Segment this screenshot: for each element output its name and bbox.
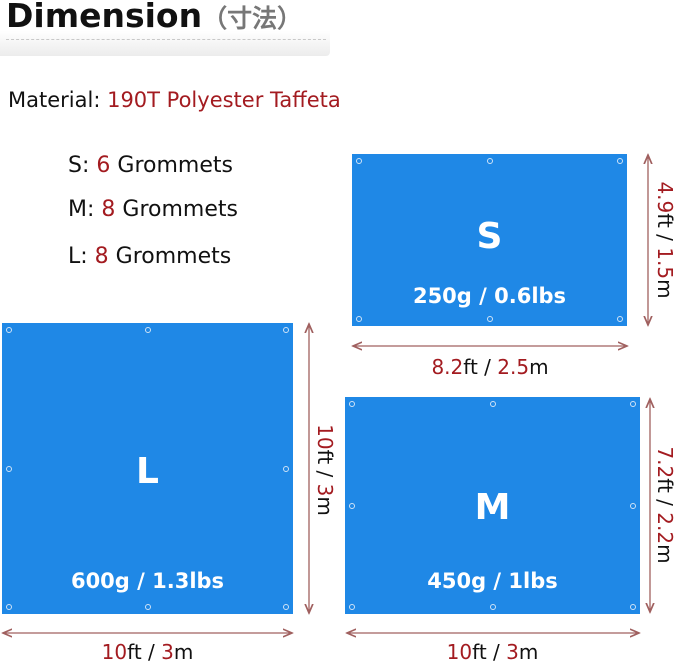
grommet-icon bbox=[630, 604, 636, 610]
tarp-m: M 450g / 1lbs bbox=[345, 397, 640, 614]
width-ft: 10 bbox=[101, 640, 128, 664]
grommet-icon bbox=[6, 604, 12, 610]
size-label: S: bbox=[68, 153, 90, 178]
size-label: L: bbox=[68, 244, 88, 269]
grommet-icon bbox=[630, 401, 636, 407]
height-ft: 7.2 bbox=[653, 446, 677, 479]
header-divider bbox=[6, 39, 326, 40]
l-width-label: 10ft / 3m bbox=[2, 640, 293, 664]
m: m bbox=[653, 279, 677, 299]
sep: / bbox=[486, 640, 507, 664]
height-m: 1.5 bbox=[653, 247, 677, 280]
grommet-icon bbox=[6, 465, 12, 472]
material-label: Material: bbox=[8, 88, 101, 112]
material-value: 190T Polyester Taffeta bbox=[107, 88, 341, 112]
sep: / bbox=[653, 227, 677, 248]
grommet-count: 8 bbox=[94, 244, 109, 269]
m: m bbox=[173, 640, 194, 664]
width-ft: 10 bbox=[446, 640, 473, 664]
grommet-icon bbox=[349, 502, 355, 509]
grommet-icon bbox=[6, 327, 12, 333]
grommet-text: Grommets bbox=[122, 197, 238, 222]
tarp-weight: 250g / 0.6lbs bbox=[412, 284, 567, 308]
height-ft: 4.9 bbox=[653, 181, 677, 214]
material-line: Material: 190T Polyester Taffeta bbox=[8, 88, 341, 112]
width-m: 3 bbox=[161, 640, 174, 664]
tarp-s: S 250g / 0.6lbs bbox=[352, 154, 627, 326]
grommet-text: Grommets bbox=[117, 153, 233, 178]
m: m bbox=[313, 496, 337, 516]
grommet-icon bbox=[356, 158, 362, 164]
grommet-text: Grommets bbox=[115, 244, 232, 269]
grommet-line-m: M: 8 Grommets bbox=[68, 197, 238, 222]
grommet-icon bbox=[283, 604, 289, 610]
title-text: Dimension bbox=[6, 0, 203, 35]
grommet-icon bbox=[283, 465, 289, 472]
page-title: Dimension（寸法） bbox=[6, 0, 302, 35]
sep: / bbox=[313, 464, 337, 484]
l-height-label: 10ft / 3m bbox=[313, 370, 337, 570]
grommet-count: 6 bbox=[96, 153, 111, 178]
grommet-icon bbox=[630, 502, 636, 509]
sep: / bbox=[477, 355, 498, 379]
ft: ft bbox=[313, 449, 337, 465]
tarp-size-label: M bbox=[474, 487, 511, 528]
grommet-icon bbox=[617, 158, 623, 164]
grommet-icon bbox=[283, 327, 289, 333]
height-m: 2.2 bbox=[653, 512, 677, 545]
ft: ft bbox=[653, 213, 677, 228]
height-m: 3 bbox=[313, 483, 337, 497]
grommet-icon bbox=[349, 604, 355, 610]
grommet-count: 8 bbox=[101, 197, 116, 222]
title-jp: （寸法） bbox=[202, 4, 303, 33]
ft: ft bbox=[463, 355, 478, 379]
grommet-line-s: S: 6 Grommets bbox=[68, 153, 233, 178]
grommet-icon bbox=[617, 316, 623, 322]
grommet-line-l: L: 8 Grommets bbox=[68, 244, 231, 269]
m: m bbox=[518, 640, 539, 664]
tarp-weight: 450g / 1lbs bbox=[427, 569, 558, 593]
grommet-icon bbox=[144, 604, 151, 610]
grommet-icon bbox=[486, 316, 493, 322]
size-label: M: bbox=[68, 197, 95, 222]
tarp-l: L 600g / 1.3lbs bbox=[2, 323, 293, 614]
width-m: 3 bbox=[506, 640, 519, 664]
m: m bbox=[529, 355, 549, 379]
grommet-icon bbox=[486, 158, 493, 164]
m-width-label: 10ft / 3m bbox=[345, 640, 640, 664]
m-height-label: 7.2ft / 2.2m bbox=[653, 405, 677, 605]
ft: ft bbox=[472, 640, 487, 664]
ft: ft bbox=[653, 478, 677, 493]
header-band bbox=[0, 0, 330, 56]
ft: ft bbox=[127, 640, 142, 664]
s-width-label: 8.2ft / 2.5m bbox=[352, 355, 628, 379]
s-height-label: 4.9ft / 1.5m bbox=[653, 140, 677, 340]
tarp-size-label: L bbox=[136, 451, 159, 492]
height-ft: 10 bbox=[313, 424, 337, 450]
grommet-icon bbox=[349, 401, 355, 407]
tarp-weight: 600g / 1.3lbs bbox=[70, 569, 225, 593]
m: m bbox=[653, 544, 677, 564]
sep: / bbox=[141, 640, 162, 664]
width-m: 2.5 bbox=[497, 355, 530, 379]
grommet-icon bbox=[356, 316, 362, 322]
sep: / bbox=[653, 492, 677, 513]
grommet-icon bbox=[489, 401, 496, 407]
width-ft: 8.2 bbox=[431, 355, 464, 379]
grommet-icon bbox=[489, 604, 496, 610]
grommet-icon bbox=[144, 327, 151, 333]
tarp-size-label: S bbox=[476, 216, 503, 257]
